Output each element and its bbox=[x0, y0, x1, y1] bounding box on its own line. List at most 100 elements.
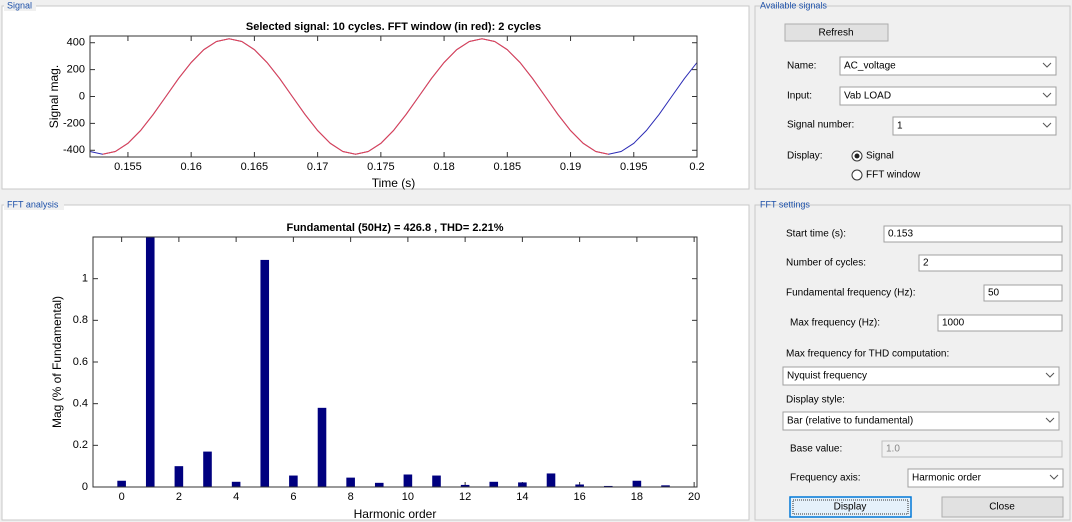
panel-title: FFT analysis bbox=[7, 199, 59, 209]
refresh-button[interactable] bbox=[784, 23, 889, 42]
plot-frame bbox=[92, 236, 698, 488]
button-label: Close bbox=[989, 502, 1015, 513]
plot-marks bbox=[90, 38, 697, 155]
text-field[interactable] bbox=[883, 225, 1063, 243]
radio-dot bbox=[854, 153, 860, 159]
field-value: 2 bbox=[923, 258, 929, 269]
y-tick-label: 1 bbox=[82, 273, 88, 285]
field-value: 0.153 bbox=[888, 229, 913, 240]
dropdown[interactable] bbox=[839, 56, 1057, 76]
panel-title-bg bbox=[4, 1, 36, 11]
field-value: 1000 bbox=[942, 318, 965, 329]
y-tick-label: -400 bbox=[63, 144, 85, 156]
focus-rect bbox=[792, 499, 909, 515]
x-tick-label: 20 bbox=[688, 491, 700, 503]
dropdown-arrow bbox=[1045, 417, 1055, 423]
plot-frame bbox=[89, 35, 698, 158]
x-tick-label: 14 bbox=[516, 491, 528, 503]
bar bbox=[260, 259, 270, 487]
bar bbox=[546, 473, 556, 487]
dropdown[interactable] bbox=[892, 116, 1057, 136]
y-tick-label: 200 bbox=[67, 64, 85, 76]
dropdown[interactable] bbox=[907, 468, 1064, 488]
dropdown-arrow bbox=[1042, 92, 1052, 98]
x-axis-label: Harmonic order bbox=[354, 507, 437, 521]
bar bbox=[231, 481, 241, 487]
x-tick-label: 6 bbox=[290, 491, 296, 503]
bar bbox=[603, 485, 613, 487]
chart: Fundamental (50Hz) = 426.8 , THD= 2.21% H… bbox=[50, 222, 700, 521]
field-label: Signal number: bbox=[787, 120, 854, 131]
field-label: Max frequency (Hz): bbox=[790, 318, 880, 329]
panel-title: Signal bbox=[7, 0, 32, 10]
dropdown[interactable] bbox=[782, 411, 1060, 431]
close-button[interactable] bbox=[941, 496, 1064, 518]
x-tick-label: 2 bbox=[176, 491, 182, 503]
field-label: Max frequency for THD computation: bbox=[786, 349, 949, 360]
field-label: Fundamental frequency (Hz): bbox=[786, 288, 916, 299]
dropdown-arrow bbox=[1049, 474, 1059, 480]
x-tick-label: 18 bbox=[631, 491, 643, 503]
dropdown-arrow bbox=[1045, 372, 1055, 378]
bar bbox=[317, 407, 327, 487]
text-field[interactable] bbox=[983, 284, 1063, 302]
plot-area bbox=[90, 36, 697, 157]
x-tick-label: 0.185 bbox=[494, 161, 522, 173]
bar bbox=[117, 480, 126, 487]
x-tick-label: 16 bbox=[574, 491, 586, 503]
x-tick-label: 12 bbox=[459, 491, 471, 503]
x-tick-label: 8 bbox=[348, 491, 354, 503]
x-tick-label: 0.175 bbox=[367, 161, 395, 173]
signal-line bbox=[102, 38, 609, 155]
dropdown-value: Vab LOAD bbox=[844, 91, 891, 102]
field-label: Display: bbox=[787, 151, 823, 162]
bar bbox=[403, 474, 413, 487]
bar bbox=[374, 482, 384, 487]
button-label: Refresh bbox=[818, 28, 853, 39]
bar bbox=[518, 482, 527, 487]
y-tick-label: 0.8 bbox=[73, 314, 88, 326]
x-tick-label: 0.19 bbox=[560, 161, 581, 173]
dropdown[interactable] bbox=[782, 366, 1060, 386]
dropdown-arrow bbox=[1042, 62, 1052, 68]
y-tick-label: 0 bbox=[79, 90, 85, 102]
text-field[interactable] bbox=[937, 314, 1063, 332]
dropdown[interactable] bbox=[839, 86, 1057, 106]
button-label: Display bbox=[834, 502, 867, 513]
text-field[interactable] bbox=[918, 254, 1063, 272]
radio-label: Signal bbox=[866, 151, 894, 162]
x-axis-label: Time (s) bbox=[372, 176, 416, 190]
bar bbox=[661, 485, 670, 487]
x-tick-label: 0.195 bbox=[620, 161, 648, 173]
y-tick-label: 0.2 bbox=[73, 439, 88, 451]
display-button[interactable] bbox=[789, 496, 912, 518]
x-tick-label: 10 bbox=[402, 491, 414, 503]
x-tick-label: 0.2 bbox=[689, 161, 704, 173]
y-tick-label: -200 bbox=[63, 117, 85, 129]
bar bbox=[575, 484, 584, 487]
dropdown-value: Harmonic order bbox=[912, 473, 982, 484]
field-label: Display style: bbox=[786, 395, 845, 406]
chart: Selected signal: 10 cycles. FFT window (… bbox=[47, 21, 704, 190]
bar bbox=[460, 484, 470, 487]
bar bbox=[632, 480, 642, 487]
x-tick-label: 0.165 bbox=[241, 161, 269, 173]
field-label: Base value: bbox=[790, 444, 842, 455]
y-tick-label: 0.4 bbox=[73, 398, 88, 410]
radio-button[interactable] bbox=[851, 169, 863, 181]
panel-title: Available signals bbox=[760, 0, 827, 10]
y-tick-label: 400 bbox=[67, 37, 85, 49]
bar bbox=[145, 237, 155, 487]
field-value: 1.0 bbox=[886, 444, 900, 455]
y-axis-label: Signal mag. bbox=[47, 65, 61, 128]
panel-title-bg bbox=[4, 200, 64, 210]
field-label: Input: bbox=[787, 91, 812, 102]
dropdown-value: 1 bbox=[897, 121, 903, 132]
bar bbox=[346, 477, 355, 487]
y-tick-label: 0 bbox=[82, 481, 88, 493]
bar bbox=[489, 481, 499, 487]
bar bbox=[174, 466, 184, 487]
plot-marks bbox=[117, 237, 670, 487]
field-label: Start time (s): bbox=[786, 229, 846, 240]
